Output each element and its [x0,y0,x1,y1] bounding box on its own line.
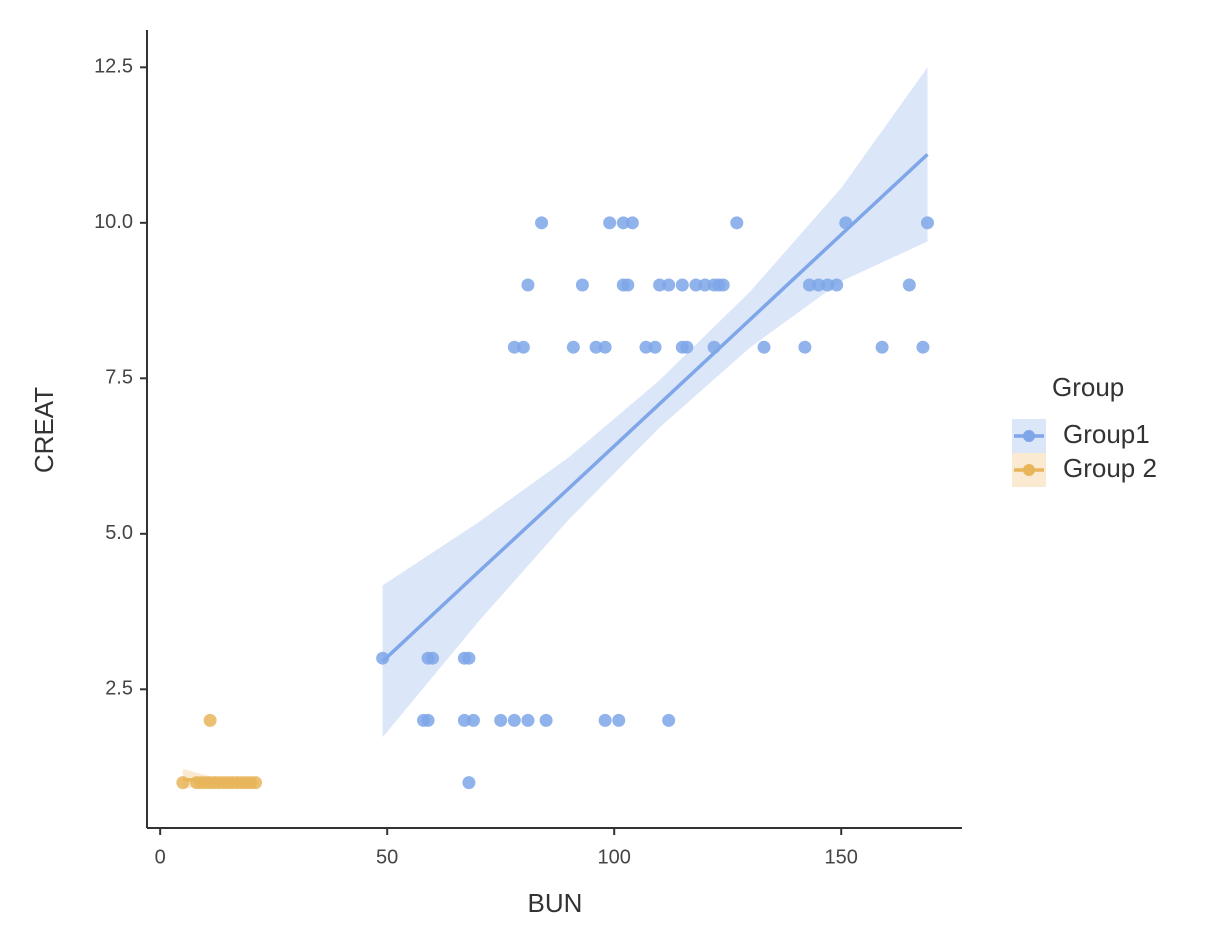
point [757,340,771,354]
point [716,278,730,292]
legend-label: Group 2 [1063,453,1157,483]
point [689,278,703,292]
point [875,340,889,354]
point [539,713,553,727]
x-tick-label: 50 [376,846,398,868]
legend-label: Group1 [1063,419,1150,449]
point [621,278,635,292]
point [802,278,816,292]
point [566,340,580,354]
point [507,340,521,354]
point [421,713,435,727]
fit-line [381,153,929,663]
legend-title: Group [1052,372,1124,402]
y-tick-label: 12.5 [94,56,133,78]
y-axis-title: CREAT [29,387,59,473]
point [426,651,440,665]
point [920,216,934,230]
point [494,713,508,727]
point [612,713,626,727]
point [821,278,835,292]
point [575,278,589,292]
point [462,651,476,665]
point [730,216,744,230]
x-tick-label: 0 [155,846,166,868]
point [457,713,471,727]
point [521,713,535,727]
point [521,278,535,292]
point [662,278,676,292]
point [662,713,676,727]
point [916,340,930,354]
x-tick-label: 150 [825,846,858,868]
point [516,340,530,354]
point [648,340,662,354]
x-axis-title: BUN [528,888,583,918]
confidence-band [382,67,928,738]
point [653,278,667,292]
point [639,340,653,354]
y-tick-label: 10.0 [94,211,133,233]
point [462,776,476,790]
point [589,340,603,354]
point [466,713,480,727]
point [616,216,630,230]
x-tick-label: 100 [598,846,631,868]
point [203,713,217,727]
point [675,278,689,292]
point [902,278,916,292]
point [535,216,549,230]
point [625,216,639,230]
point [680,340,694,354]
legend-dot [1023,464,1035,476]
point [598,340,612,354]
point [376,651,390,665]
point [798,340,812,354]
legend-dot [1023,430,1035,442]
y-tick-label: 7.5 [105,367,133,389]
y-tick-label: 2.5 [105,678,133,700]
point [507,713,521,727]
point [812,278,826,292]
point [698,278,712,292]
point [598,713,612,727]
fit-line [182,777,256,786]
point [603,216,617,230]
point [830,278,844,292]
y-tick-label: 5.0 [105,522,133,544]
